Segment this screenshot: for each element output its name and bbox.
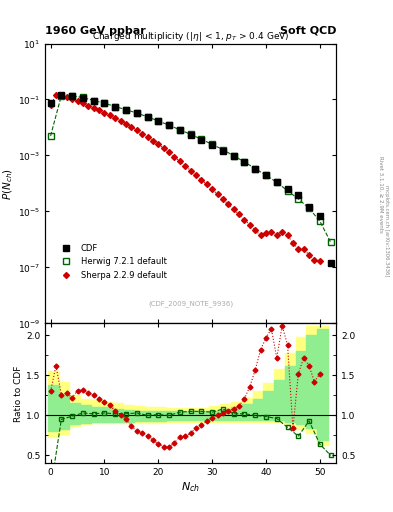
Sherpa 2.2.9 default	[48, 102, 53, 109]
Text: mcplots.cern.ch [arXiv:1306.3436]: mcplots.cern.ch [arXiv:1306.3436]	[384, 185, 389, 276]
Herwig 7.2.1 default	[59, 93, 64, 99]
Herwig 7.2.1 default	[210, 141, 215, 147]
Title: Charged multiplicity ($|\eta|$ < 1, $p_T$ > 0.4 GeV): Charged multiplicity ($|\eta|$ < 1, $p_T…	[92, 30, 289, 44]
Herwig 7.2.1 default	[124, 106, 129, 113]
Herwig 7.2.1 default	[102, 100, 107, 106]
CDF	[145, 114, 150, 120]
CDF	[264, 172, 268, 178]
CDF	[70, 93, 75, 99]
CDF	[220, 147, 225, 154]
Sherpa 2.2.9 default	[312, 257, 317, 263]
Herwig 7.2.1 default	[156, 118, 161, 124]
CDF	[48, 100, 53, 106]
Herwig 7.2.1 default	[328, 239, 333, 245]
Line: Sherpa 2.2.9 default: Sherpa 2.2.9 default	[48, 93, 322, 263]
CDF	[253, 165, 257, 172]
Line: Herwig 7.2.1 default: Herwig 7.2.1 default	[48, 93, 333, 245]
Text: Rivet 3.1.10, ≥ 2.9M events: Rivet 3.1.10, ≥ 2.9M events	[378, 156, 383, 233]
CDF	[156, 118, 161, 124]
CDF	[274, 179, 279, 185]
Herwig 7.2.1 default	[134, 110, 139, 116]
CDF	[285, 186, 290, 192]
Herwig 7.2.1 default	[220, 146, 225, 153]
Sherpa 2.2.9 default	[134, 127, 139, 133]
Herwig 7.2.1 default	[188, 131, 193, 137]
CDF	[199, 137, 204, 143]
Sherpa 2.2.9 default	[53, 92, 58, 98]
Sherpa 2.2.9 default	[140, 131, 145, 137]
Herwig 7.2.1 default	[81, 94, 85, 100]
Herwig 7.2.1 default	[113, 103, 118, 110]
Herwig 7.2.1 default	[242, 159, 247, 165]
Herwig 7.2.1 default	[274, 179, 279, 185]
Sherpa 2.2.9 default	[231, 206, 236, 212]
Herwig 7.2.1 default	[145, 114, 150, 120]
Herwig 7.2.1 default	[253, 165, 257, 172]
Herwig 7.2.1 default	[178, 126, 182, 133]
CDF	[124, 107, 129, 113]
Text: (CDF_2009_NOTE_9936): (CDF_2009_NOTE_9936)	[148, 300, 233, 307]
Sherpa 2.2.9 default	[318, 258, 322, 264]
X-axis label: $N_{ch}$: $N_{ch}$	[181, 480, 200, 494]
Y-axis label: $P(N_{ch})$: $P(N_{ch})$	[2, 167, 15, 200]
CDF	[307, 204, 311, 210]
CDF	[113, 104, 118, 110]
CDF	[134, 110, 139, 116]
Sherpa 2.2.9 default	[113, 115, 118, 121]
Herwig 7.2.1 default	[264, 172, 268, 178]
CDF	[210, 142, 215, 148]
Y-axis label: Ratio to CDF: Ratio to CDF	[14, 365, 23, 421]
CDF	[102, 100, 107, 106]
Text: Soft QCD: Soft QCD	[279, 26, 336, 36]
Herwig 7.2.1 default	[307, 205, 311, 211]
CDF	[318, 212, 322, 219]
CDF	[242, 159, 247, 165]
Herwig 7.2.1 default	[285, 188, 290, 194]
Herwig 7.2.1 default	[70, 93, 75, 99]
CDF	[59, 92, 64, 98]
CDF	[167, 122, 171, 129]
Legend: CDF, Herwig 7.2.1 default, Sherpa 2.2.9 default: CDF, Herwig 7.2.1 default, Sherpa 2.2.9 …	[52, 241, 170, 283]
CDF	[328, 260, 333, 266]
Sherpa 2.2.9 default	[248, 222, 252, 228]
Herwig 7.2.1 default	[48, 133, 53, 139]
Herwig 7.2.1 default	[167, 122, 171, 129]
CDF	[231, 153, 236, 159]
CDF	[81, 95, 85, 101]
Herwig 7.2.1 default	[199, 136, 204, 142]
CDF	[296, 192, 301, 198]
Herwig 7.2.1 default	[231, 153, 236, 159]
CDF	[178, 127, 182, 133]
Herwig 7.2.1 default	[318, 218, 322, 224]
Text: 1960 GeV ppbar: 1960 GeV ppbar	[45, 26, 146, 36]
Line: CDF: CDF	[48, 92, 334, 266]
CDF	[188, 132, 193, 138]
Herwig 7.2.1 default	[91, 97, 96, 103]
Herwig 7.2.1 default	[296, 196, 301, 202]
CDF	[91, 98, 96, 104]
